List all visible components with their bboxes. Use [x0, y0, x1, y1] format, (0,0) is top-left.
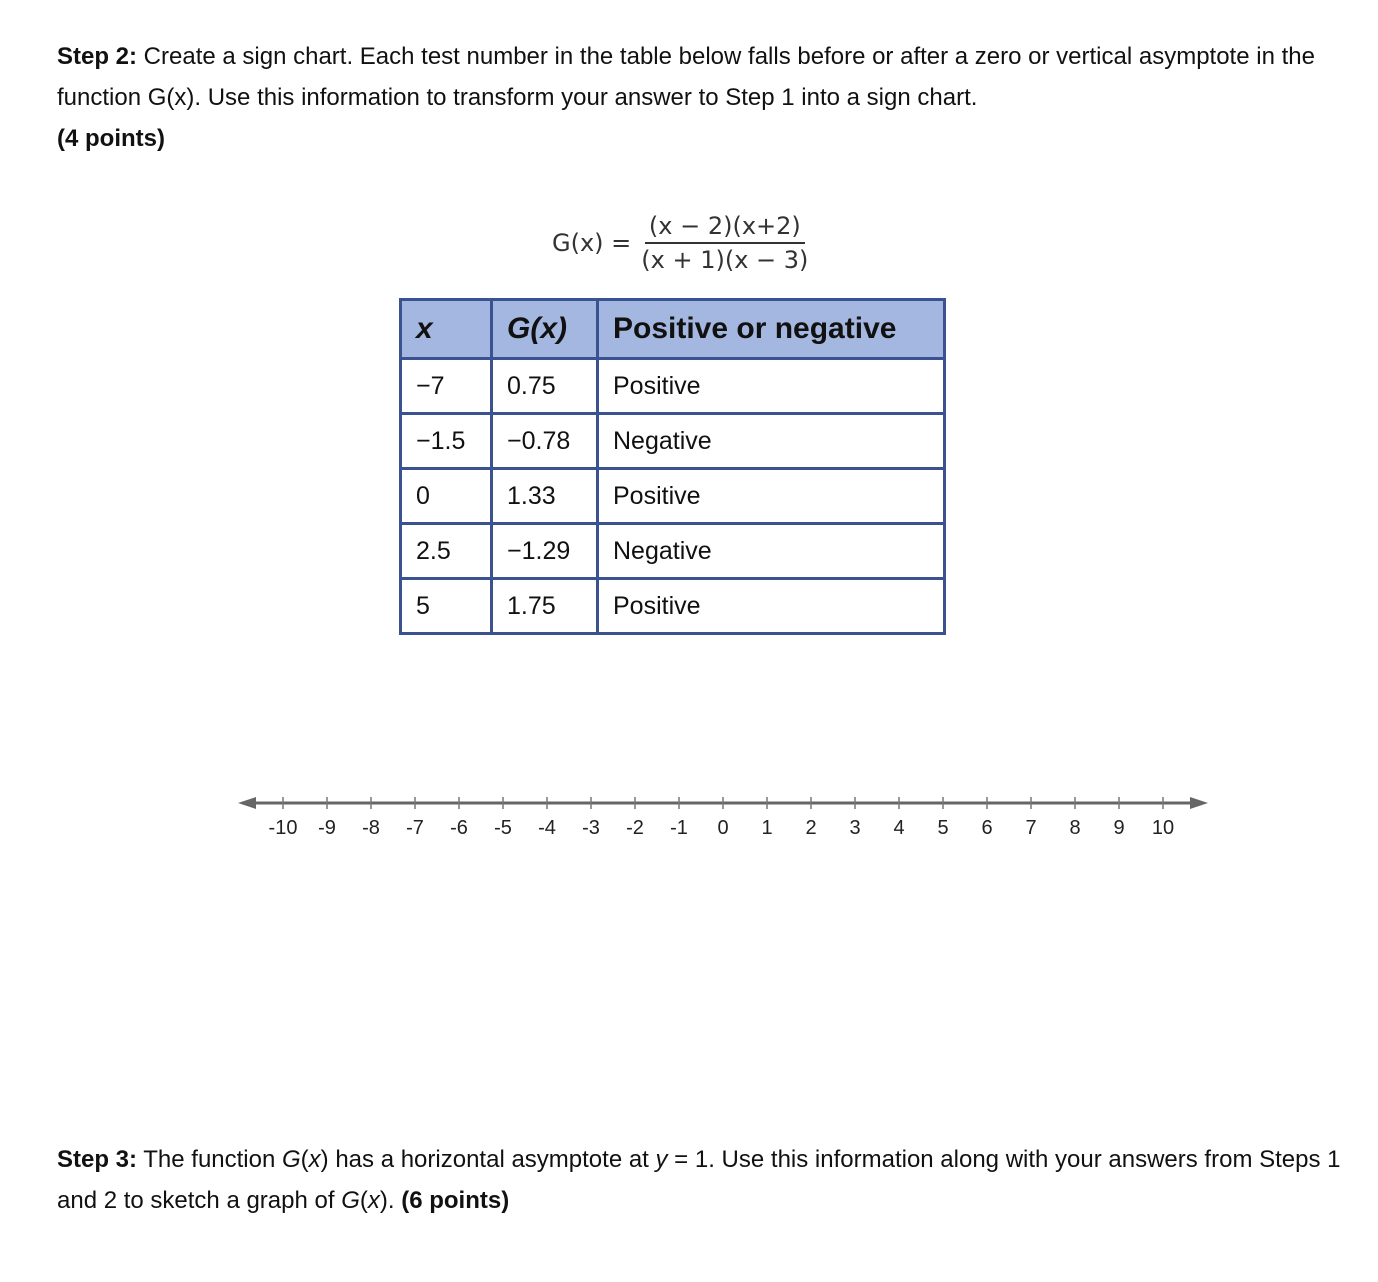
table-cell: 1.75 [490, 577, 599, 635]
tick-label: -7 [406, 817, 424, 839]
tick-label: 9 [1113, 817, 1124, 839]
sign-table: x G(x) Positive or negative −7 0.75 Positi… [399, 298, 946, 635]
tick-label: 5 [937, 817, 948, 839]
function-formula: G(x) = (x − 2)(x+2) (x + 1)(x − 3) [552, 212, 808, 274]
tick-label: -2 [626, 817, 644, 839]
table-cell: Negative [596, 412, 946, 470]
tick-label: -3 [582, 817, 600, 839]
tick-label: 8 [1069, 817, 1080, 839]
step3-points: (6 points) [401, 1187, 510, 1214]
step3-instructions: Step 3: The function G(x) has a horizont… [57, 1146, 1341, 1214]
formula-lhs: G(x) = [552, 229, 632, 257]
table-cell: −7 [399, 357, 493, 415]
table-cell: Negative [596, 522, 946, 580]
step3-label: Step 3: [57, 1146, 138, 1173]
formula-numerator: (x − 2)(x+2) [644, 212, 805, 244]
table-row: 5 1.75 Positive [399, 577, 946, 635]
step2-text: Create a sign chart. Each test number in… [57, 43, 1315, 111]
table-row: 2.5 −1.29 Negative [399, 522, 946, 580]
table-row: −7 0.75 Positive [399, 357, 946, 415]
tick-label: -9 [318, 817, 336, 839]
left-arrow-icon [238, 797, 256, 809]
header-sign: Positive or negative [596, 298, 946, 360]
table-cell: 2.5 [399, 522, 493, 580]
tick-label: 3 [849, 817, 860, 839]
table-cell: 0 [399, 467, 493, 525]
table-cell: 5 [399, 577, 493, 635]
step2-points: (4 points) [57, 125, 165, 152]
table-cell: 0.75 [490, 357, 599, 415]
table-cell: −1.5 [399, 412, 493, 470]
tick-label: -6 [450, 817, 468, 839]
tick-label: 2 [805, 817, 816, 839]
tick-label: 7 [1025, 817, 1036, 839]
tick-label: -1 [670, 817, 688, 839]
table-row: 0 1.33 Positive [399, 467, 946, 525]
tick-label: -5 [494, 817, 512, 839]
table-cell: 1.33 [490, 467, 599, 525]
table-cell: Positive [596, 467, 946, 525]
header-x: x [399, 298, 493, 360]
step2-instructions: Step 2: Create a sign chart. Each test n… [57, 36, 1317, 159]
tick-label: -4 [538, 817, 556, 839]
tick-label: 4 [893, 817, 904, 839]
tick-label: 0 [717, 817, 728, 839]
tick-label: -10 [269, 817, 298, 839]
table-row: −1.5 −0.78 Negative [399, 412, 946, 470]
table-cell: −0.78 [490, 412, 599, 470]
table-cell: Positive [596, 577, 946, 635]
tick-label: -8 [362, 817, 380, 839]
formula-denominator: (x + 1)(x − 3) [641, 246, 809, 274]
table-cell: Positive [596, 357, 946, 415]
tick-label: 10 [1152, 817, 1174, 839]
tick-label: 1 [761, 817, 772, 839]
header-gx: G(x) [490, 298, 599, 360]
tick-label: 6 [981, 817, 992, 839]
right-arrow-icon [1190, 797, 1208, 809]
table-cell: −1.29 [490, 522, 599, 580]
step2-label: Step 2: [57, 43, 138, 70]
